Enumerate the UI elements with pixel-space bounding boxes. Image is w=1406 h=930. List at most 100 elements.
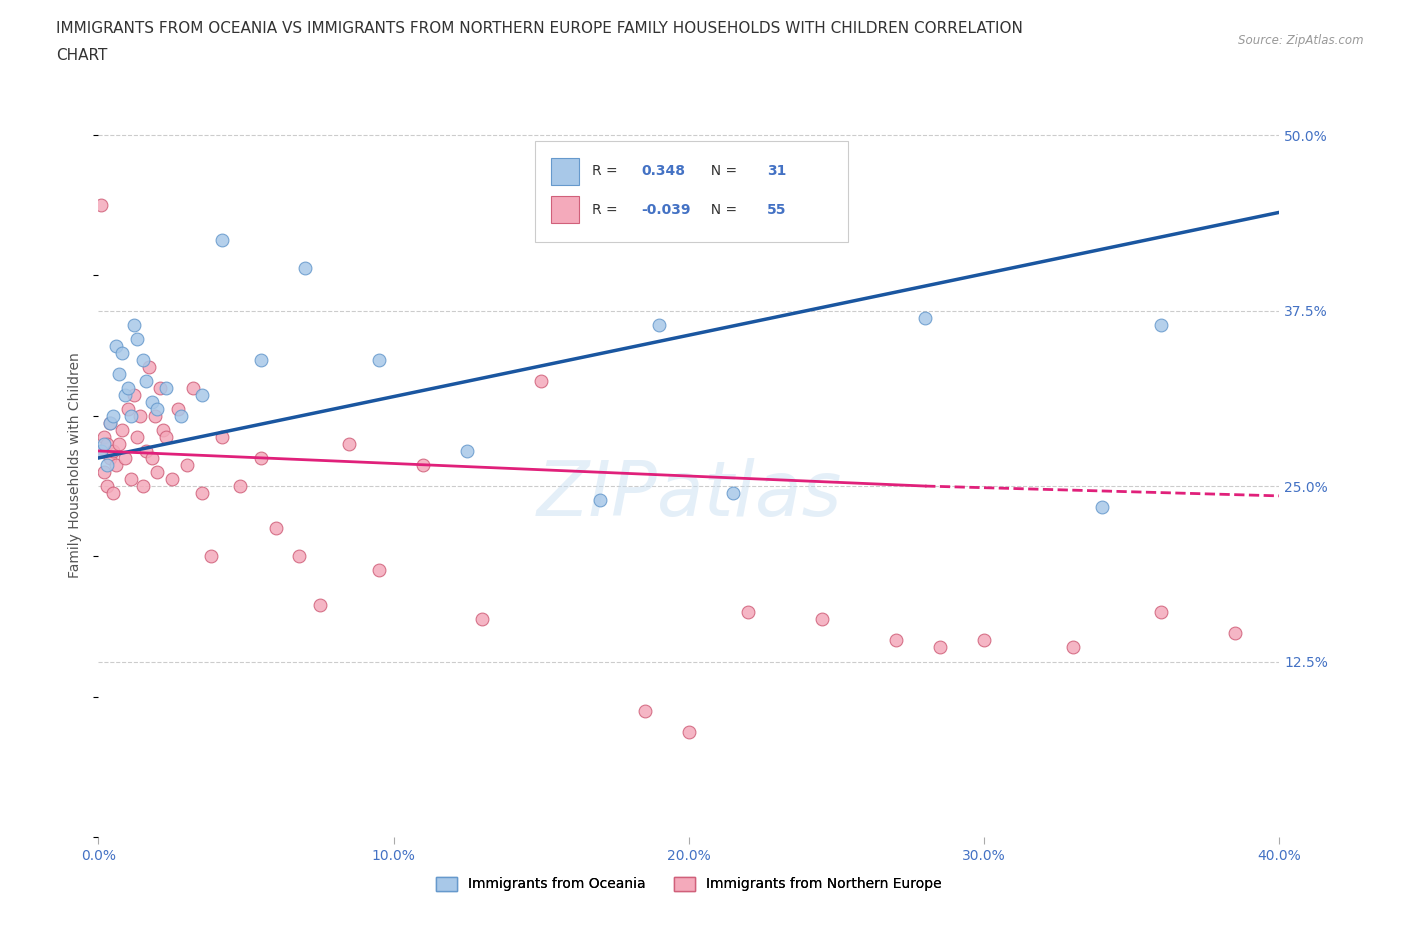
Point — [103, 444, 125, 458]
Point — [264, 521, 287, 536]
Point — [211, 232, 233, 247]
Point — [928, 640, 950, 655]
Text: CHART: CHART — [56, 48, 108, 63]
Y-axis label: Family Households with Children: Family Households with Children — [69, 352, 83, 578]
Point — [737, 604, 759, 619]
Point — [229, 479, 252, 494]
Point — [530, 373, 553, 388]
Point — [412, 458, 434, 472]
Point — [176, 458, 198, 472]
Point — [633, 703, 655, 718]
Point — [456, 444, 478, 458]
Point — [105, 339, 128, 353]
Point — [1150, 604, 1173, 619]
Point — [678, 724, 700, 739]
Point — [368, 563, 391, 578]
Point — [114, 450, 136, 465]
Text: R =: R = — [592, 164, 621, 179]
Point — [108, 366, 131, 381]
Point — [132, 479, 155, 494]
Point — [1223, 626, 1246, 641]
Point — [339, 436, 360, 451]
FancyBboxPatch shape — [536, 141, 848, 242]
Point — [103, 485, 125, 500]
Text: -0.039: -0.039 — [641, 203, 692, 217]
Point — [884, 633, 907, 648]
Point — [98, 416, 121, 431]
Point — [810, 612, 832, 627]
Point — [103, 408, 125, 423]
Point — [90, 444, 112, 458]
Point — [191, 388, 214, 403]
Point — [111, 422, 134, 437]
Point — [723, 485, 745, 500]
Text: N =: N = — [702, 203, 741, 217]
Point — [155, 430, 177, 445]
Point — [120, 408, 142, 423]
Point — [117, 402, 139, 417]
Point — [98, 450, 121, 465]
Point — [96, 458, 118, 472]
Text: ZIPatlas: ZIPatlas — [536, 458, 842, 532]
Point — [914, 311, 936, 325]
Point — [191, 485, 214, 500]
Point — [125, 430, 148, 445]
Point — [138, 359, 160, 374]
Text: 0.348: 0.348 — [641, 164, 686, 179]
Text: IMMIGRANTS FROM OCEANIA VS IMMIGRANTS FROM NORTHERN EUROPE FAMILY HOUSEHOLDS WIT: IMMIGRANTS FROM OCEANIA VS IMMIGRANTS FR… — [56, 21, 1024, 36]
Point — [122, 388, 145, 403]
Point — [90, 444, 112, 458]
Text: 55: 55 — [766, 203, 786, 217]
Point — [155, 380, 177, 395]
Point — [120, 472, 142, 486]
FancyBboxPatch shape — [551, 158, 579, 184]
Point — [368, 352, 391, 367]
Point — [98, 416, 121, 431]
Point — [294, 261, 316, 276]
Point — [105, 458, 128, 472]
Point — [1091, 499, 1114, 514]
Point — [200, 549, 222, 564]
Point — [90, 198, 112, 213]
Point — [181, 380, 204, 395]
Point — [93, 436, 115, 451]
Point — [114, 388, 136, 403]
Text: R =: R = — [592, 203, 621, 217]
Point — [135, 373, 157, 388]
Point — [211, 430, 233, 445]
Point — [149, 380, 172, 395]
Text: N =: N = — [702, 164, 741, 179]
Point — [128, 408, 150, 423]
Point — [117, 380, 139, 395]
Point — [973, 633, 995, 648]
Point — [167, 402, 190, 417]
Point — [250, 450, 273, 465]
Point — [589, 493, 612, 508]
Point — [146, 402, 169, 417]
Point — [141, 450, 163, 465]
Point — [309, 598, 332, 613]
Point — [111, 345, 134, 360]
Point — [250, 352, 273, 367]
Point — [96, 479, 118, 494]
Point — [288, 549, 311, 564]
Point — [125, 331, 148, 346]
Point — [648, 317, 671, 332]
Point — [170, 408, 193, 423]
Point — [152, 422, 174, 437]
Point — [122, 317, 145, 332]
Text: Source: ZipAtlas.com: Source: ZipAtlas.com — [1239, 34, 1364, 47]
Point — [1150, 317, 1173, 332]
Point — [132, 352, 155, 367]
Point — [1062, 640, 1084, 655]
Point — [162, 472, 183, 486]
Point — [108, 436, 131, 451]
Point — [471, 612, 494, 627]
Point — [135, 444, 157, 458]
Point — [146, 465, 169, 480]
FancyBboxPatch shape — [551, 196, 579, 223]
Point — [143, 408, 166, 423]
Point — [93, 465, 115, 480]
Text: 31: 31 — [766, 164, 786, 179]
Legend: Immigrants from Oceania, Immigrants from Northern Europe: Immigrants from Oceania, Immigrants from… — [430, 871, 948, 897]
